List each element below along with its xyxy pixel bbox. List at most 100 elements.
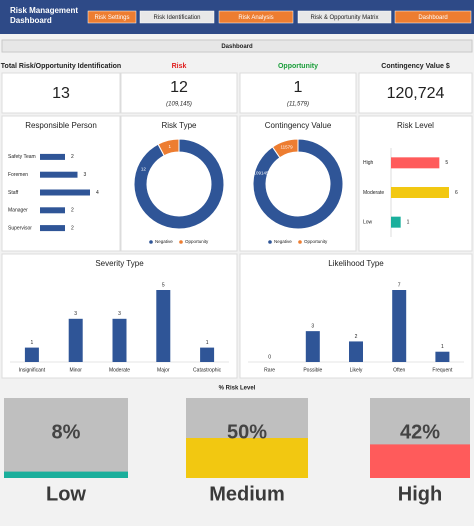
nav-button[interactable] (297, 10, 392, 24)
category-label: Likely (350, 367, 363, 373)
gauge-value: 50% (227, 421, 267, 443)
kpi-value: 13 (52, 85, 70, 102)
category-label: Insignificant (19, 367, 46, 373)
value-label: 1 (169, 144, 172, 149)
nav-label[interactable]: Dashboard (418, 15, 447, 21)
nav-button[interactable] (87, 10, 137, 24)
value-label: 5 (162, 282, 165, 288)
value-label: 12 (141, 166, 147, 171)
panel (239, 72, 357, 114)
value-label: 6 (455, 190, 458, 196)
nav-button[interactable] (139, 10, 215, 24)
bar (40, 153, 65, 160)
category-label: Staff (8, 190, 19, 196)
kpi-label: Opportunity (278, 63, 318, 70)
chart-title: Likelihood Type (328, 259, 384, 268)
nav-label[interactable]: Risk Settings (94, 15, 129, 21)
bar (391, 187, 449, 198)
value-label: 11579 (280, 144, 293, 149)
bar (391, 216, 401, 228)
gauge-category: Medium (209, 483, 285, 505)
category-label: Supervisor (8, 225, 32, 231)
bar (392, 290, 407, 362)
value-label: 3 (84, 172, 87, 178)
page-label: Dashboard (221, 44, 253, 50)
legend-label: Opportunity (185, 239, 209, 244)
gauge-value: 8% (52, 421, 81, 443)
kpi-value: 120,724 (387, 85, 445, 102)
value-label: 4 (96, 190, 99, 196)
category-label: Safety Team (8, 154, 36, 160)
category-label: Catastrophic (193, 367, 222, 373)
chart-title: Risk Level (397, 121, 434, 130)
kpi-note: (109,145) (166, 102, 192, 108)
page-label-bar (1, 39, 473, 53)
value-label: 2 (71, 154, 74, 160)
panel (120, 72, 238, 114)
nav-button[interactable] (218, 10, 294, 24)
bar (349, 341, 363, 362)
value-label: 109145 (254, 170, 270, 175)
bar (156, 290, 171, 362)
bar (200, 347, 215, 362)
legend-swatch (298, 240, 302, 244)
value-label: 0 (268, 354, 271, 360)
bar (391, 157, 440, 169)
value-label: 3 (118, 311, 121, 317)
bar (40, 207, 65, 214)
kpi-value: 12 (170, 79, 188, 96)
kpi-label: Total Risk/Opportunity Identification (1, 63, 121, 70)
value-label: 7 (398, 282, 401, 288)
value-label: 2 (71, 208, 74, 214)
donut-slice (157, 138, 180, 157)
category-label: Moderate (363, 190, 384, 196)
donut-slice (271, 138, 299, 159)
panel (1, 72, 121, 114)
bar (435, 351, 450, 362)
value-label: 1 (31, 340, 34, 346)
nav-label[interactable]: Risk Identification (153, 15, 200, 21)
kpi-label: Contingency Value $ (381, 63, 450, 70)
legend-swatch (149, 240, 153, 244)
chart-title: % Risk Level (219, 386, 256, 392)
nav-button[interactable] (394, 10, 472, 24)
bar (40, 171, 78, 178)
value-label: 1 (407, 219, 410, 225)
gauge-fill (370, 444, 470, 478)
panel (358, 115, 473, 252)
legend-label: Negative (274, 239, 292, 244)
category-label: Major (157, 367, 170, 373)
kpi-note: (11,579) (287, 102, 309, 108)
legend-label: Negative (155, 239, 173, 244)
gauge-fill (4, 471, 128, 478)
kpi-value: 1 (294, 79, 303, 96)
value-label: 1 (206, 340, 209, 346)
category-label: Possible (303, 367, 322, 373)
nav-label[interactable]: Risk Analysis (238, 15, 273, 21)
donut-slice (133, 138, 225, 230)
bar (40, 225, 65, 232)
header-title-box: Risk Management Dashboard (10, 6, 79, 25)
legend-label: Opportunity (304, 239, 328, 244)
legend-swatch (179, 240, 183, 244)
category-label: Manager (8, 208, 28, 214)
gauge-category: High (398, 483, 442, 505)
chart-title: Risk Type (162, 121, 198, 130)
value-label: 2 (355, 334, 358, 340)
chart-title: Responsible Person (25, 121, 97, 130)
gauge-fill (186, 438, 308, 478)
value-label: 1 (441, 344, 444, 350)
bar (305, 331, 320, 362)
bar (40, 189, 90, 196)
nav-label[interactable]: Risk & Opportunity Matrix (310, 15, 378, 21)
header-title: Risk Management Dashboard (10, 6, 79, 25)
gauge-value: 42% (400, 421, 440, 443)
category-label: Low (363, 219, 373, 225)
category-label: Frequent (432, 367, 453, 373)
bar (68, 318, 83, 362)
gauge-category: Low (46, 483, 86, 505)
panel (358, 72, 473, 114)
category-label: Moderate (109, 367, 130, 373)
value-label: 2 (71, 225, 74, 231)
